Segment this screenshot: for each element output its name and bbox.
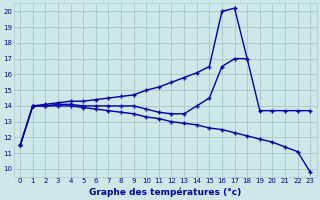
X-axis label: Graphe des températures (°c): Graphe des températures (°c) — [89, 187, 241, 197]
